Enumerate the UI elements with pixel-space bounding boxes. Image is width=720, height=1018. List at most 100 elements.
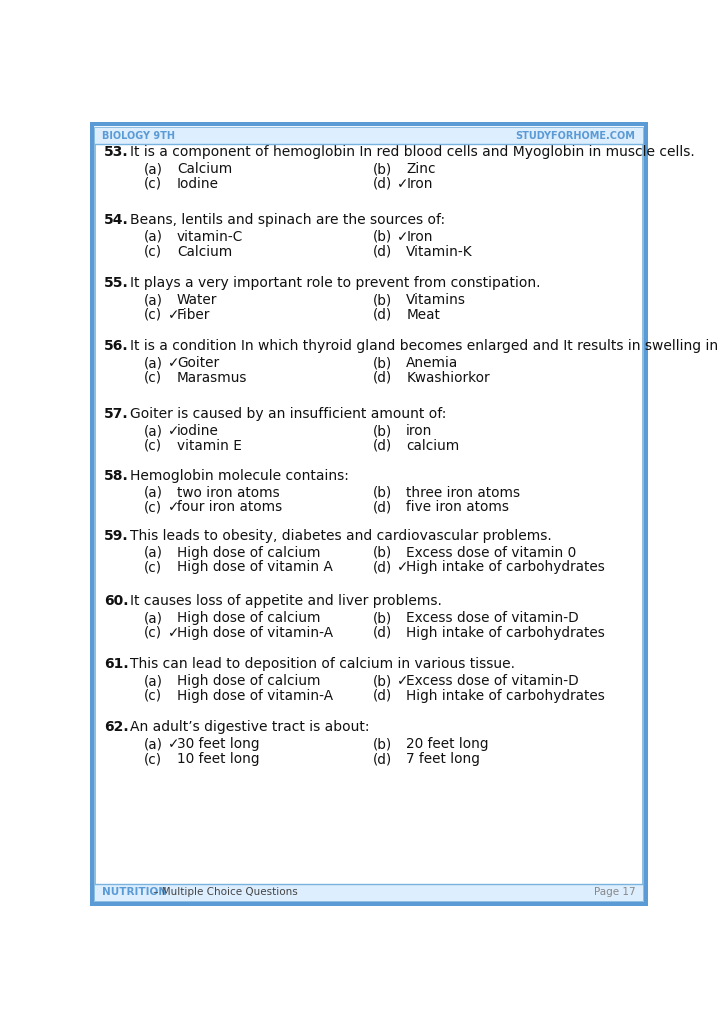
Text: (c): (c) (144, 752, 163, 766)
Text: Excess dose of vitamin-D: Excess dose of vitamin-D (406, 611, 579, 625)
Text: Water: Water (177, 293, 217, 307)
Text: (c): (c) (144, 177, 163, 190)
Text: four iron atoms: four iron atoms (177, 500, 282, 514)
Text: (b): (b) (373, 546, 392, 560)
Text: Iodine: Iodine (177, 177, 219, 190)
Text: (a): (a) (144, 356, 163, 371)
Text: (b): (b) (373, 425, 392, 438)
Text: Vitamins: Vitamins (406, 293, 467, 307)
Text: Beans, lentils and spinach are the sources of:: Beans, lentils and spinach are the sourc… (130, 213, 446, 227)
Text: three iron atoms: three iron atoms (406, 486, 521, 500)
Text: 20 feet long: 20 feet long (406, 737, 489, 751)
Text: (d): (d) (373, 307, 392, 322)
Text: ✓: ✓ (397, 230, 408, 244)
Text: vitamin-C: vitamin-C (177, 230, 243, 244)
Text: (d): (d) (373, 689, 392, 702)
Text: (d): (d) (373, 244, 392, 259)
Text: High intake of carbohydrates: High intake of carbohydrates (406, 626, 605, 639)
Text: (b): (b) (373, 293, 392, 307)
Text: (b): (b) (373, 486, 392, 500)
Text: 57.: 57. (104, 407, 129, 421)
Text: Zinc: Zinc (406, 162, 436, 176)
Text: Goiter: Goiter (177, 356, 219, 371)
Text: Iron: Iron (406, 230, 433, 244)
Text: 10 feet long: 10 feet long (177, 752, 259, 766)
Text: (b): (b) (373, 230, 392, 244)
Text: High dose of calcium: High dose of calcium (177, 611, 320, 625)
Text: 54.: 54. (104, 213, 129, 227)
Text: – Multiple Choice Questions: – Multiple Choice Questions (150, 887, 298, 897)
Text: five iron atoms: five iron atoms (406, 500, 509, 514)
Text: Iron: Iron (406, 177, 433, 190)
Text: Goiter is caused by an insufficient amount of:: Goiter is caused by an insufficient amou… (130, 407, 446, 421)
Text: (c): (c) (144, 439, 163, 453)
Text: (c): (c) (144, 307, 163, 322)
Text: 61.: 61. (104, 658, 129, 671)
Text: (b): (b) (373, 611, 392, 625)
Text: ✓: ✓ (397, 177, 408, 190)
Text: ✓: ✓ (168, 626, 179, 639)
Text: BIOLOGY 9TH: BIOLOGY 9TH (102, 131, 176, 142)
Text: 62.: 62. (104, 721, 129, 734)
Text: (d): (d) (373, 752, 392, 766)
Text: (a): (a) (144, 425, 163, 438)
Text: (d): (d) (373, 560, 392, 574)
Text: 7 feet long: 7 feet long (406, 752, 480, 766)
Text: ✓: ✓ (168, 307, 179, 322)
Text: High dose of vitamin A: High dose of vitamin A (177, 560, 333, 574)
Text: Excess dose of vitamin-D: Excess dose of vitamin-D (406, 674, 579, 688)
Text: (b): (b) (373, 674, 392, 688)
Text: (a): (a) (144, 737, 163, 751)
Text: (a): (a) (144, 162, 163, 176)
Text: ✓: ✓ (397, 674, 408, 688)
Text: It plays a very important role to prevent from constipation.: It plays a very important role to preven… (130, 276, 541, 290)
Text: Anemia: Anemia (406, 356, 459, 371)
Text: 53.: 53. (104, 146, 129, 159)
Text: ✓: ✓ (168, 425, 179, 438)
Text: (c): (c) (144, 244, 163, 259)
Text: 58.: 58. (104, 468, 129, 483)
Text: (d): (d) (373, 439, 392, 453)
Text: (b): (b) (373, 162, 392, 176)
Text: Marasmus: Marasmus (177, 371, 247, 385)
Text: Meat: Meat (406, 307, 440, 322)
Text: Fiber: Fiber (177, 307, 210, 322)
Text: Hemoglobin molecule contains:: Hemoglobin molecule contains: (130, 468, 349, 483)
Text: iron: iron (406, 425, 433, 438)
Text: (c): (c) (144, 560, 163, 574)
Text: High dose of calcium: High dose of calcium (177, 674, 320, 688)
Text: (d): (d) (373, 177, 392, 190)
Text: High intake of carbohydrates: High intake of carbohydrates (406, 560, 605, 574)
Text: (c): (c) (144, 371, 163, 385)
Text: (a): (a) (144, 611, 163, 625)
Text: ✓: ✓ (168, 356, 179, 371)
Text: (c): (c) (144, 500, 163, 514)
Text: (d): (d) (373, 500, 392, 514)
Text: High dose of vitamin-A: High dose of vitamin-A (177, 689, 333, 702)
Text: (c): (c) (144, 626, 163, 639)
FancyBboxPatch shape (96, 884, 642, 901)
Text: (a): (a) (144, 674, 163, 688)
Text: This leads to obesity, diabetes and cardiovascular problems.: This leads to obesity, diabetes and card… (130, 528, 552, 543)
Text: High dose of vitamin-A: High dose of vitamin-A (177, 626, 333, 639)
Text: This can lead to deposition of calcium in various tissue.: This can lead to deposition of calcium i… (130, 658, 516, 671)
Text: calcium: calcium (406, 439, 459, 453)
Text: (a): (a) (144, 546, 163, 560)
Text: (b): (b) (373, 737, 392, 751)
Text: 55.: 55. (104, 276, 129, 290)
FancyBboxPatch shape (96, 127, 642, 145)
Text: (d): (d) (373, 626, 392, 639)
Text: iodine: iodine (177, 425, 219, 438)
Text: An adult’s digestive tract is about:: An adult’s digestive tract is about: (130, 721, 370, 734)
Text: (a): (a) (144, 293, 163, 307)
Text: High intake of carbohydrates: High intake of carbohydrates (406, 689, 605, 702)
Text: 59.: 59. (104, 528, 129, 543)
Text: NUTRITION: NUTRITION (102, 887, 167, 897)
Text: 30 feet long: 30 feet long (177, 737, 259, 751)
Text: Calcium: Calcium (177, 162, 232, 176)
Text: It is a component of hemoglobin In red blood cells and Myoglobin in muscle cells: It is a component of hemoglobin In red b… (130, 146, 695, 159)
Text: High dose of calcium: High dose of calcium (177, 546, 320, 560)
Text: (b): (b) (373, 356, 392, 371)
Text: ✓: ✓ (397, 560, 408, 574)
Text: Vitamin-K: Vitamin-K (406, 244, 473, 259)
